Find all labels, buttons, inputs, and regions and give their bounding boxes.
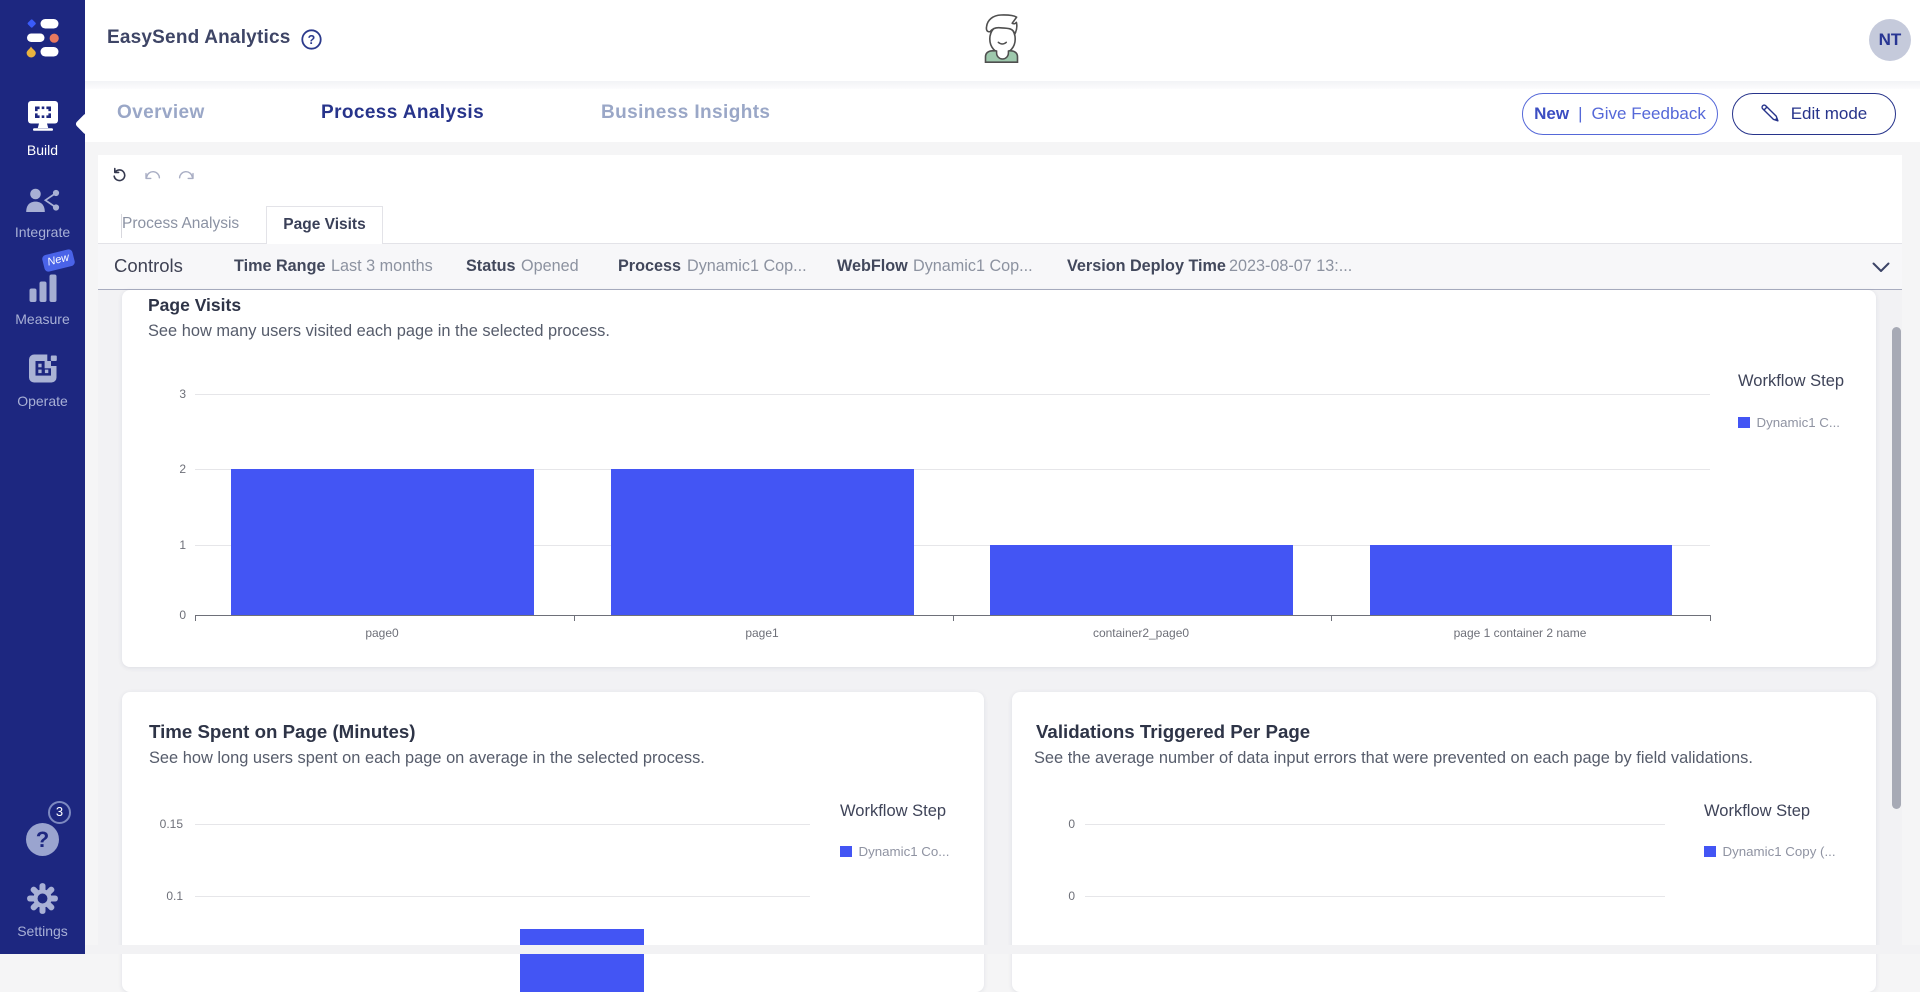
svg-text:?: ? [308, 33, 316, 47]
